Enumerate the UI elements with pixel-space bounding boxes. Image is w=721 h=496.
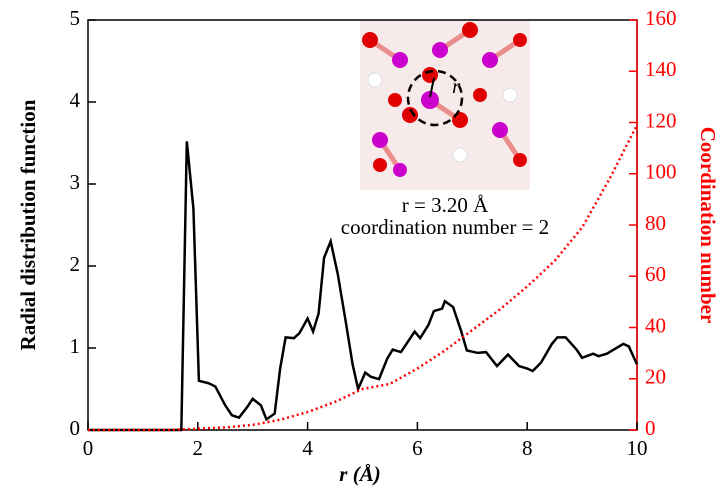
inset-atoms-h (367, 72, 518, 163)
inset-circle (406, 69, 464, 127)
y-tick-label: 3 (70, 170, 81, 194)
y2-tick-label: 100 (645, 160, 677, 184)
y2-tick-label: 0 (645, 416, 656, 440)
y-tick-label: 2 (70, 252, 81, 276)
inset-atoms-si (372, 42, 508, 177)
y2-tick-label: 160 (645, 6, 677, 30)
annotation: r = 3.20 Å (402, 193, 489, 217)
x-tick-label: 8 (522, 436, 533, 460)
y-axis-label: Radial distribution function (16, 99, 40, 350)
y2-tick-label: 20 (645, 365, 666, 389)
y2-axis-label: Coordination number (696, 127, 720, 324)
y-tick-label: 0 (70, 416, 81, 440)
y-tick-label: 5 (70, 6, 81, 30)
y2-tick-label: 40 (645, 313, 666, 337)
x-axis-label: r (Å) (339, 462, 380, 486)
y2-tick-label: 80 (645, 211, 666, 235)
x-tick-label: 10 (627, 436, 648, 460)
y-tick-label: 1 (70, 334, 81, 358)
inset: r r = 3.20 Å coordination number = 2 (341, 20, 549, 239)
x-tick-label: 6 (412, 436, 423, 460)
x-tick-label: 0 (83, 436, 94, 460)
annotation: coordination number = 2 (341, 215, 549, 239)
inset-r-label: r (452, 74, 461, 98)
y2-tick-label: 140 (645, 57, 677, 81)
line-series (88, 124, 639, 432)
x-tick-label: 2 (193, 436, 204, 460)
y2-tick-label: 120 (645, 108, 677, 132)
line-series (88, 141, 639, 432)
x-tick-label: 4 (302, 436, 313, 460)
inset-arrow (429, 77, 435, 98)
y-tick-label: 4 (70, 88, 81, 112)
y2-tick-label: 60 (645, 262, 666, 286)
